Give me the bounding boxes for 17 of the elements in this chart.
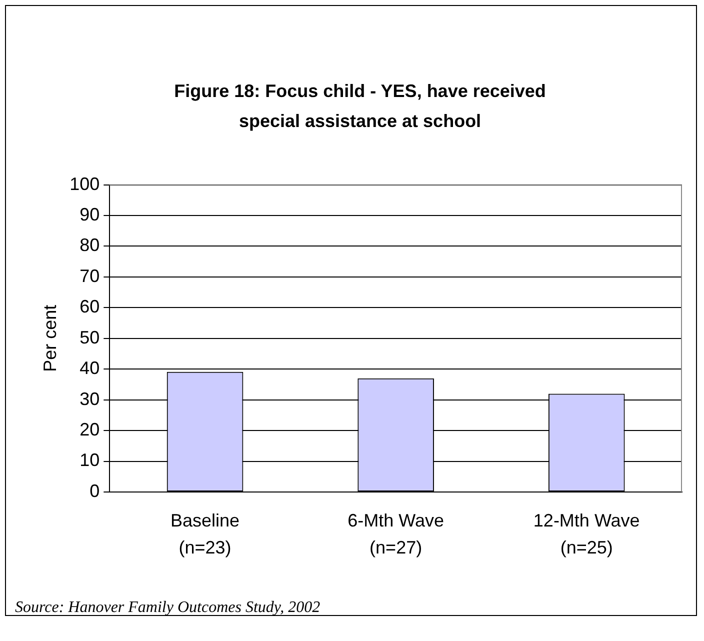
source-note: Source: Hanover Family Outcomes Study, 2002 [14, 598, 322, 618]
y-axis-title: Per cent [40, 304, 60, 372]
y-tick-label: 10 [80, 450, 100, 470]
x-tick-label: Baseline (n=23) [170, 510, 240, 558]
y-tick-label: 70 [80, 266, 100, 286]
y-tick-label: 80 [80, 235, 100, 256]
y-tick-label: 60 [80, 296, 100, 317]
y-tick-label: 90 [80, 204, 100, 224]
y-tick-label: 20 [80, 420, 100, 440]
y-tick-label: 40 [80, 358, 100, 378]
x-tick-label: 6-Mth Wave (n=27) [348, 510, 444, 558]
x-tick-label: 12-Mth Wave (n=25) [533, 510, 640, 558]
y-tick-label: 30 [80, 388, 100, 409]
y-tick-label: 100 [70, 174, 100, 194]
y-tick-label: 0 [90, 480, 100, 501]
y-tick-label: 50 [80, 327, 100, 348]
chart-title: Figure 18: Focus child - YES, have received special assistance at school [173, 80, 547, 133]
